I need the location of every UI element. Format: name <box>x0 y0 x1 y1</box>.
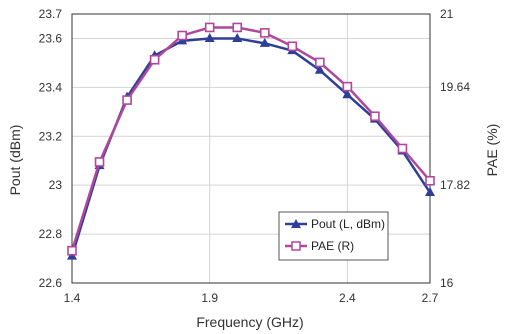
y-left-tick-label: 22.6 <box>39 276 63 290</box>
series-layer <box>67 22 435 260</box>
legend: Pout (L, dBm) PAE (R) <box>278 211 389 261</box>
y-left-tick-label: 23 <box>49 178 63 192</box>
y-left-tick-label: 23.6 <box>39 31 63 45</box>
y-left-tick-label: 23.7 <box>39 7 63 21</box>
legend-pout-label: Pout (L, dBm) <box>311 217 385 231</box>
x-axis-label: Frequency (GHz) <box>196 314 303 330</box>
x-tick-label: 1.4 <box>64 291 81 305</box>
y-right-tick-label: 16 <box>440 276 454 290</box>
pout-point <box>204 32 215 42</box>
legend-pout-marker <box>291 219 301 228</box>
pout-point <box>314 64 325 74</box>
y-left-tick-label: 23.4 <box>39 80 63 94</box>
pae-point <box>425 175 435 186</box>
plot-frame <box>71 13 431 284</box>
legend-box <box>278 211 389 261</box>
y-right-tick-label: 21 <box>440 7 454 21</box>
y-left-tick-label: 22.8 <box>39 227 63 241</box>
y-right-tick-label: 17.82 <box>440 178 470 192</box>
pae-point <box>259 28 270 38</box>
y-right-tick-label: 19.64 <box>440 80 470 94</box>
ticks-layer: 1.4 1.9 2.4 2.7 22.6 22.8 23 23.2 23.4 23.6 23.7 16… <box>39 7 471 305</box>
y-axis-left-label: Pout (dBm) <box>7 125 23 196</box>
pae-point <box>67 245 77 256</box>
y-left-tick-label: 23.2 <box>39 129 63 143</box>
legend-pae-label: PAE (R) <box>311 239 354 253</box>
pout-point <box>259 37 270 47</box>
pout-point <box>425 187 435 197</box>
pae-point <box>370 111 380 122</box>
legend-pae-marker <box>291 241 301 251</box>
x-tick-label: 2.7 <box>422 291 439 305</box>
pae-point <box>315 57 325 68</box>
x-tick-label: 1.9 <box>201 291 218 305</box>
pae-point <box>94 157 105 167</box>
x-tick-label: 2.4 <box>339 291 356 305</box>
pae-point <box>287 41 298 52</box>
pout-point <box>342 89 353 99</box>
pae-point <box>397 143 408 154</box>
pae-point <box>342 81 353 92</box>
series-line-pae <box>70 26 431 252</box>
pae-point <box>122 95 132 105</box>
y-axis-right-label: PAE (%) <box>484 124 500 177</box>
pae-point <box>177 30 187 41</box>
pae-point <box>204 22 215 33</box>
pae-point <box>149 54 160 65</box>
pae-point <box>232 22 243 33</box>
pout-point <box>232 32 243 42</box>
